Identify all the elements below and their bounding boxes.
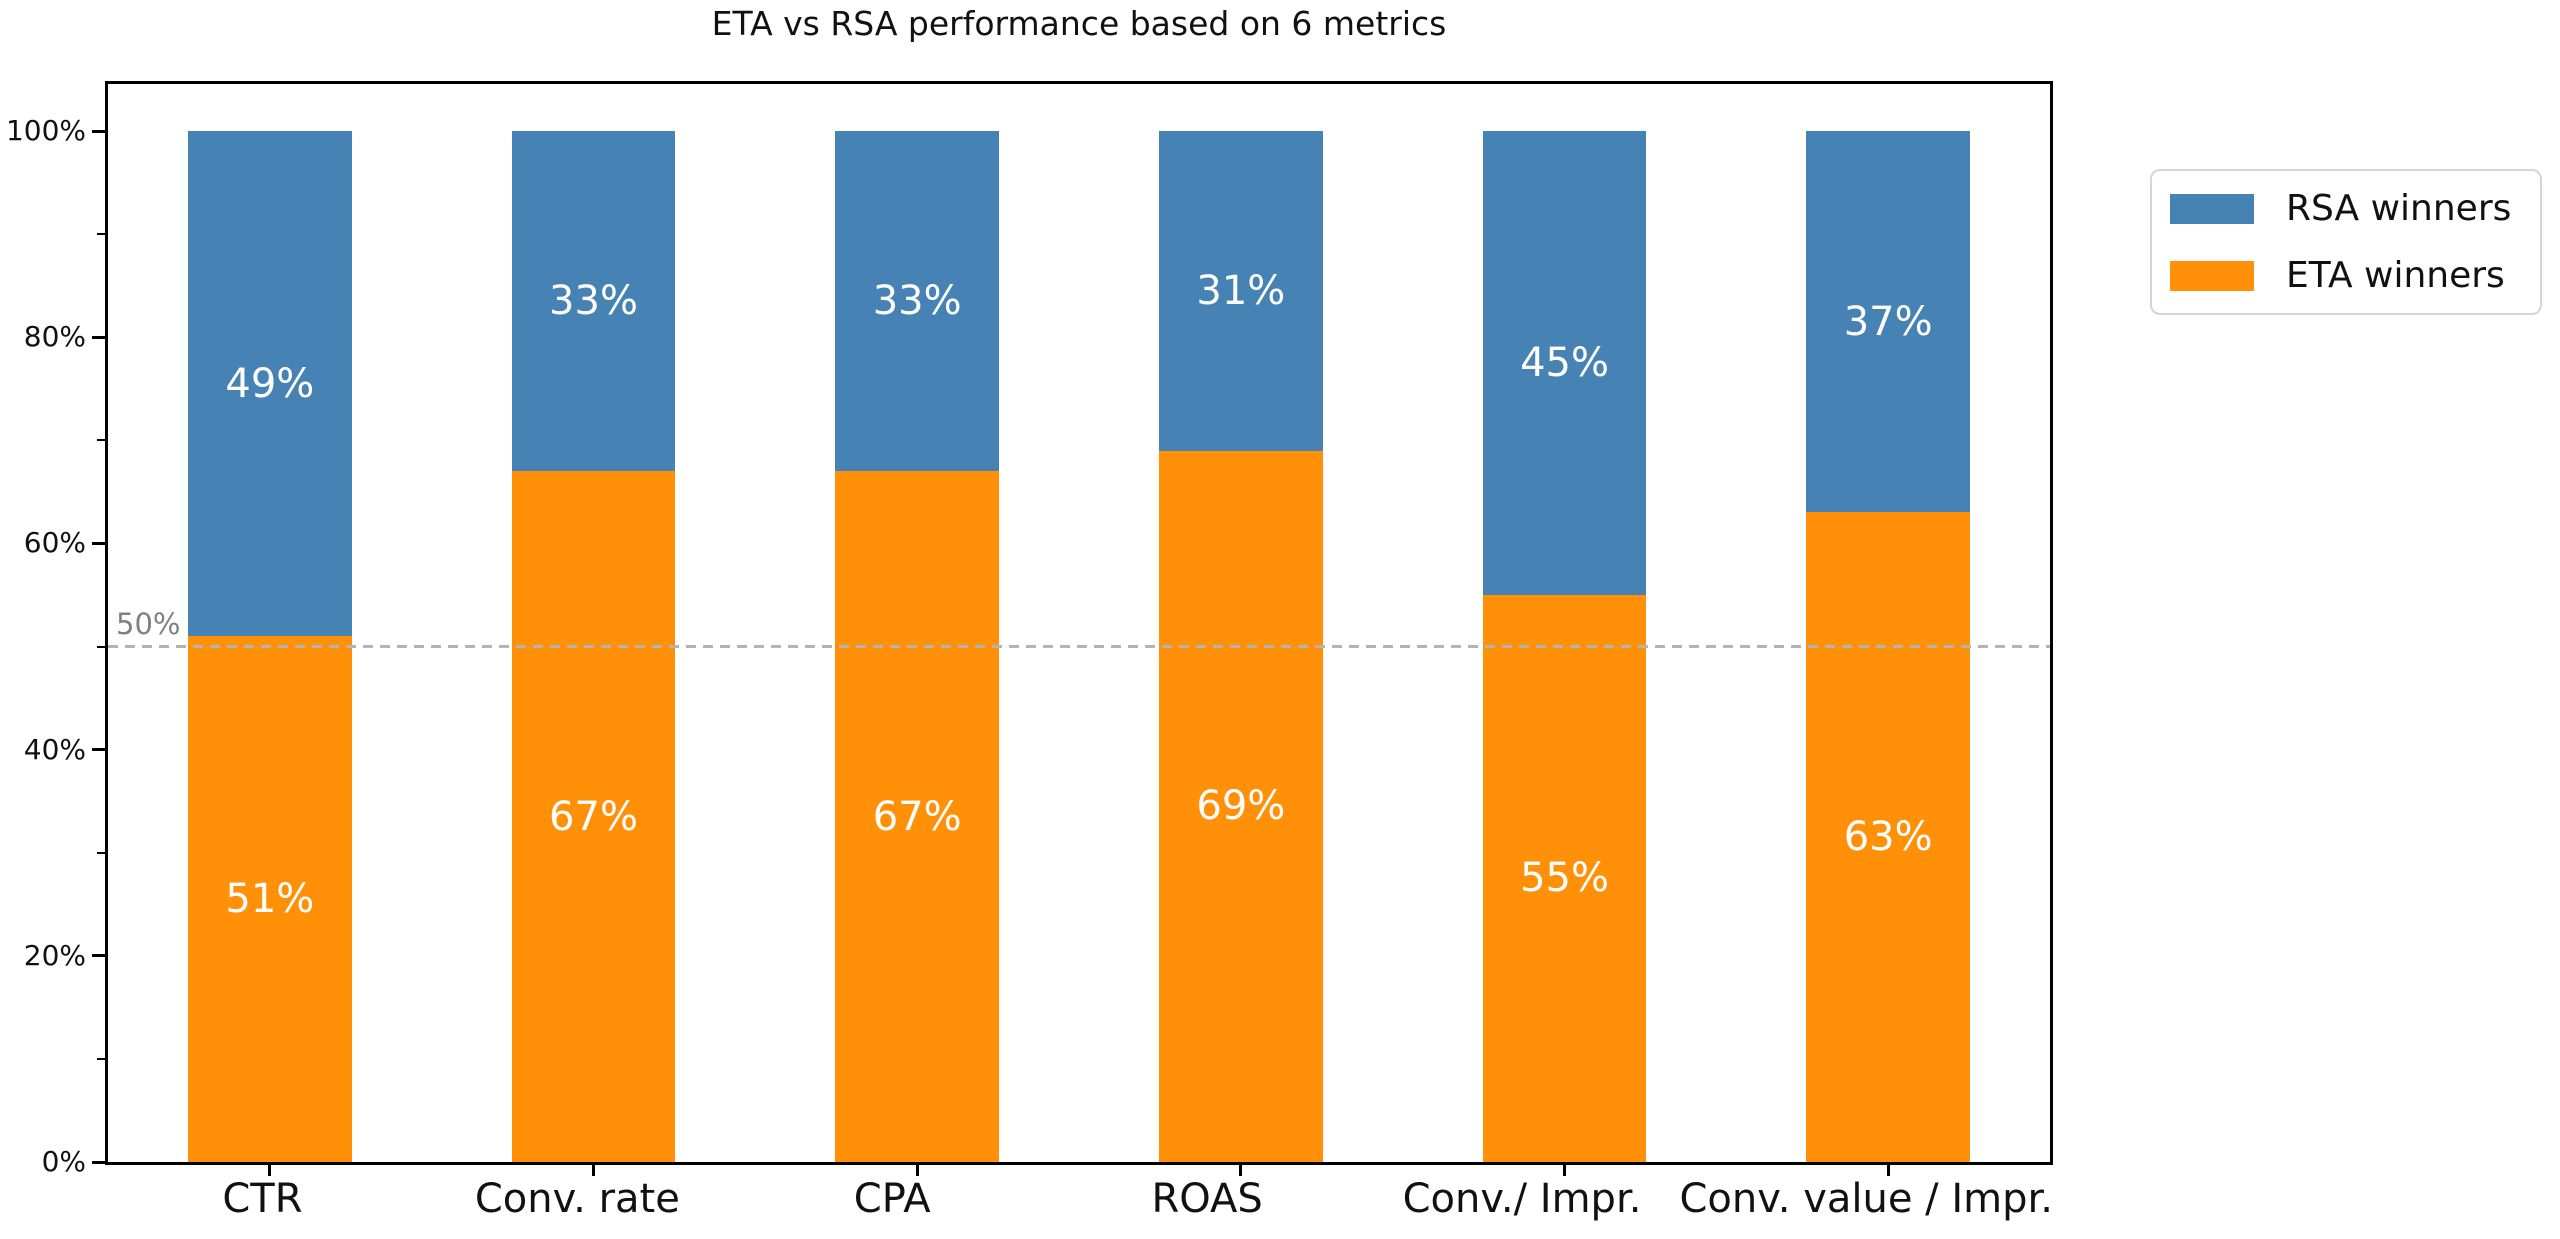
bar-slot: 49% 51% [108, 131, 432, 1176]
bar-value-label: 49% [225, 360, 315, 407]
y-axis-minor-tick [97, 1057, 105, 1060]
y-axis-tick-label: 100% [5, 114, 86, 147]
x-axis-category-label: Conv./ Impr. [1402, 1176, 1642, 1222]
y-axis-minor-tick [97, 439, 105, 442]
bars-layer: 49% 51% 33% 67% 33% 67% 31% 69% 45% 55% 37% 63% 50%… [6, 116, 2050, 1177]
bar-segment-rsa-winners: 33% [511, 131, 676, 472]
bar-segment-eta-winners: 67% [511, 471, 676, 1162]
x-axis-category-label: Conv. value / Impr. [1679, 1176, 2054, 1222]
x-axis-tick [1239, 1165, 1243, 1176]
y-axis-tick [92, 335, 105, 339]
y-axis-minor-tick [97, 851, 105, 854]
bar-value-label: 55% [1520, 855, 1609, 902]
y-axis-tick-label: 40% [23, 732, 86, 766]
bar-slot: 31% 69% [1079, 131, 1403, 1176]
bar-value-label: 63% [1843, 814, 1933, 861]
x-axis-tick [1563, 1165, 1567, 1176]
x-axis-category-label: CTR [222, 1176, 303, 1222]
y-axis-tick-label: 60% [23, 526, 86, 560]
bar-value-label: 67% [872, 793, 962, 840]
y-axis-minor-tick [97, 233, 105, 236]
x-axis-tick [915, 1165, 919, 1176]
y-axis-tick [92, 954, 105, 958]
bar-slot: 33% 67% [432, 131, 756, 1176]
bar-value-label: 31% [1196, 267, 1286, 314]
y-axis-tick-label: 0% [41, 1145, 86, 1178]
legend-swatch-icon [2170, 260, 2254, 291]
legend-label: ETA winners [2286, 255, 2505, 296]
y-axis-minor-tick [97, 645, 105, 648]
bar-value-label: 69% [1196, 783, 1286, 830]
bar-segment-rsa-winners: 49% [188, 131, 352, 637]
bar-segment-rsa-winners: 45% [1482, 131, 1647, 595]
bar-segment-eta-winners: 63% [1806, 512, 1970, 1162]
bar-value-label: 45% [1520, 339, 1609, 386]
bar-slot: 33% 67% [755, 131, 1079, 1176]
y-axis-tick [92, 541, 105, 545]
reference-line-50pct [108, 645, 2050, 648]
x-axis-tick [1886, 1165, 1890, 1176]
x-axis-category-label: CPA [853, 1176, 931, 1222]
reference-line-label: 50% [116, 606, 181, 641]
x-axis-category-label: ROAS [1151, 1176, 1263, 1222]
legend-item: RSA winners [2170, 188, 2522, 229]
bar-slot: 45% 55% [1403, 131, 1727, 1176]
y-axis-tick-label: 80% [23, 320, 86, 354]
chart-title: ETA vs RSA performance based on 6 metric… [711, 4, 1447, 43]
bar-segment-eta-winners: 55% [1482, 594, 1647, 1162]
x-axis-category-label: Conv. rate [474, 1176, 680, 1222]
bar-value-label: 33% [872, 278, 962, 325]
bar-segment-rsa-winners: 33% [835, 131, 999, 472]
bar-value-label: 67% [549, 793, 638, 840]
bar-segment-eta-winners: 67% [835, 471, 999, 1162]
legend-item: ETA winners [2170, 255, 2522, 296]
bar-slot: 37% 63% [1726, 131, 2050, 1176]
bar-value-label: 37% [1843, 298, 1933, 345]
bar-segment-eta-winners: 51% [188, 636, 352, 1162]
plot-area: 49% 51% 33% 67% 33% 67% 31% 69% 45% 55% 37% 63% 50%… [6, 81, 2053, 1177]
y-axis-tick [92, 748, 105, 752]
legend-label: RSA winners [2286, 188, 2512, 229]
legend: RSA winners ETA winners [2150, 169, 2542, 315]
bar-segment-rsa-winners: 31% [1159, 131, 1323, 451]
x-axis-labels: CTR Conv. rate CPA ROAS Conv./ Impr. Conv. va… [105, 1176, 2053, 1222]
y-axis-tick-label: 20% [23, 938, 86, 972]
bar-value-label: 51% [225, 876, 315, 923]
x-axis-tick [592, 1165, 595, 1176]
x-axis-tick [268, 1165, 272, 1176]
bar-value-label: 33% [549, 278, 638, 325]
bar-segment-rsa-winners: 37% [1806, 131, 1970, 513]
legend-swatch-icon [2170, 193, 2254, 224]
y-axis-tick [92, 1160, 105, 1164]
bar-segment-eta-winners: 69% [1159, 450, 1323, 1162]
y-axis-tick [92, 129, 105, 133]
